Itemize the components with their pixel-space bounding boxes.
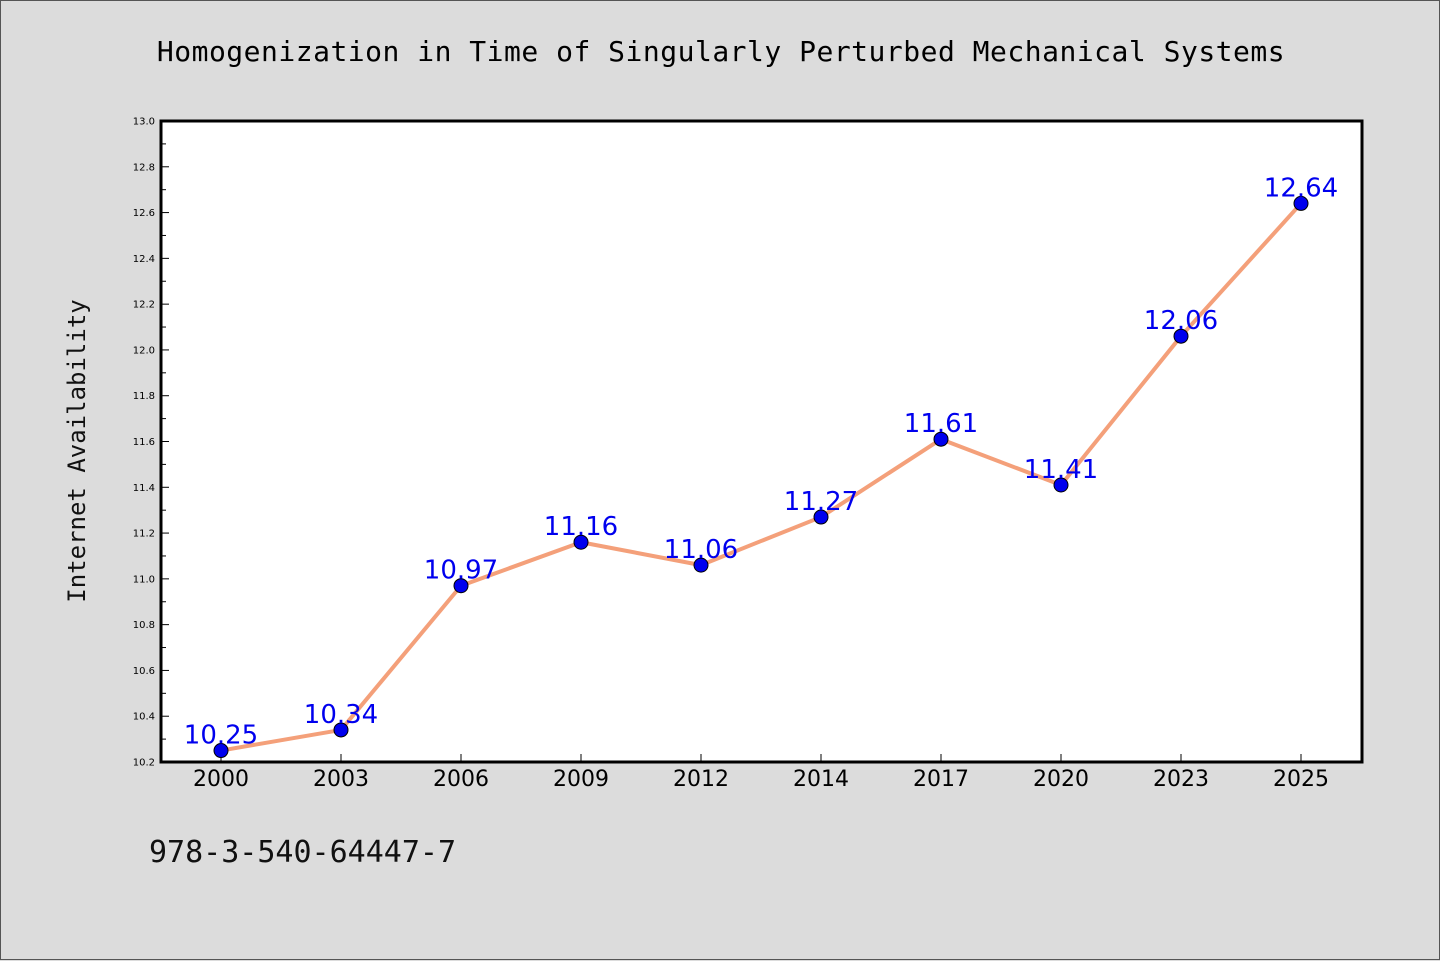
- y-tick-label: 12.2: [133, 300, 155, 311]
- data-point: [573, 534, 589, 550]
- footer-identifier: 978-3-540-64447-7: [149, 835, 457, 870]
- chart-title: Homogenization in Time of Singularly Per…: [156, 35, 1286, 68]
- data-label: 12.64: [1264, 173, 1338, 203]
- data-label: 10.25: [184, 721, 258, 751]
- y-tick-label: 11.4: [133, 483, 155, 494]
- data-label: 11.61: [904, 409, 978, 439]
- x-axis-ticks: 2000 2003 2006 2009 2012 2014 2017 2020 2023 2025: [193, 754, 1329, 792]
- data-label: 10.97: [424, 556, 498, 586]
- data-labels: 10.25 10.34 10.97 11.16 11.06 11.27 11.61 11.41…: [184, 173, 1338, 750]
- y-tick-label: 10.2: [133, 758, 155, 769]
- data-point: [1053, 477, 1069, 493]
- x-tick-label: 2023: [1153, 767, 1209, 792]
- series-line: [219, 201, 1303, 753]
- y-tick-label: 12.0: [133, 345, 155, 356]
- data-label: 11.27: [784, 487, 858, 517]
- x-tick-label: 2012: [673, 767, 729, 792]
- x-tick-label: 2014: [793, 767, 849, 792]
- data-label: 12.06: [1144, 306, 1218, 336]
- y-tick-label: 11.8: [133, 391, 155, 402]
- data-label: 11.16: [544, 512, 618, 542]
- data-point: [933, 431, 949, 447]
- data-label: 10.34: [304, 700, 378, 730]
- y-tick-label: 11.6: [133, 437, 155, 448]
- x-tick-label: 2003: [313, 767, 369, 792]
- y-tick-label: 10.4: [133, 712, 155, 723]
- y-tick-label: 10.6: [133, 666, 155, 677]
- y-tick-label: 12.6: [133, 208, 155, 219]
- y-tick-label: 10.8: [133, 620, 155, 631]
- data-label: 11.41: [1024, 455, 1098, 485]
- y-tick-label: 12.4: [133, 254, 155, 265]
- x-tick-label: 2017: [913, 767, 969, 792]
- data-points: [213, 195, 1309, 759]
- data-label: 11.06: [664, 535, 738, 565]
- data-point: [333, 722, 349, 738]
- x-tick-label: 2025: [1273, 767, 1329, 792]
- plot-area: [159, 119, 1364, 764]
- y-axis-ticks: 10.2 10.4 10.6 10.8 11.0 11.2 11.4 11.6 11.8 12.0…: [133, 117, 169, 769]
- y-tick-label: 12.8: [133, 162, 155, 173]
- y-tick-label: 13.0: [133, 117, 155, 128]
- data-point: [453, 578, 469, 594]
- data-point: [1293, 195, 1309, 211]
- x-tick-label: 2020: [1033, 767, 1089, 792]
- y-tick-label: 11.2: [133, 529, 155, 540]
- data-point: [693, 557, 709, 573]
- y-tick-label: 11.0: [133, 574, 155, 585]
- x-tick-label: 2009: [553, 767, 609, 792]
- x-tick-label: 2000: [193, 767, 249, 792]
- data-point: [213, 743, 229, 759]
- data-point: [1173, 328, 1189, 344]
- data-point: [813, 509, 829, 525]
- x-tick-label: 2006: [433, 767, 489, 792]
